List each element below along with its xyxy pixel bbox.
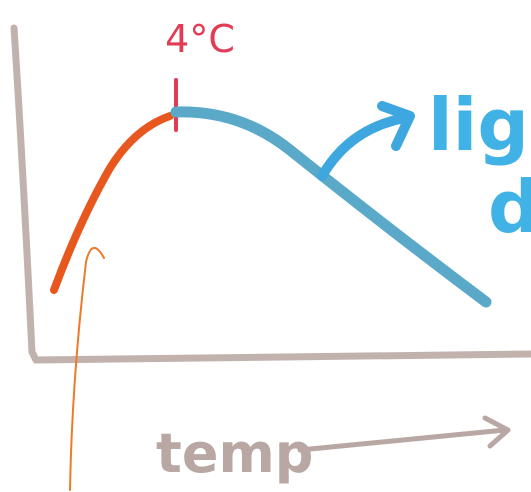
background <box>0 0 531 492</box>
upper-label: lig <box>428 83 529 167</box>
axis-label: temp <box>156 422 313 485</box>
sketch: 4°C lig d temp <box>0 0 531 492</box>
peak-label: 4°C <box>165 17 235 61</box>
lower-label: d <box>488 165 531 249</box>
